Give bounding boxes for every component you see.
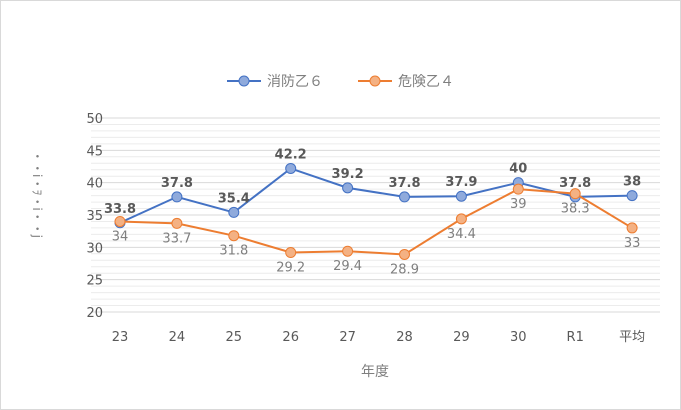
data-label: 29.2 <box>276 261 305 276</box>
data-label: 37.8 <box>559 176 591 191</box>
data-label: 35.4 <box>218 191 250 206</box>
x-tick-label: 27 <box>339 330 356 345</box>
data-point <box>228 206 240 218</box>
legend-label: 危険乙４ <box>398 74 454 90</box>
data-label: 34 <box>112 229 129 244</box>
data-label: 31.8 <box>219 244 248 259</box>
data-label: 33.8 <box>104 202 136 217</box>
data-label: 38 <box>623 175 641 190</box>
y-tick-label: 30 <box>86 241 103 256</box>
data-point <box>399 248 410 260</box>
x-tick-label: 25 <box>226 330 243 345</box>
x-tick-label: 26 <box>282 330 299 345</box>
y-tick-label: 25 <box>86 274 103 289</box>
data-point <box>626 190 638 202</box>
data-label: 29.4 <box>333 259 362 274</box>
legend-marker <box>369 75 381 87</box>
x-tick-label: 平均 <box>619 330 645 345</box>
data-point <box>342 182 354 194</box>
data-label: 39.2 <box>332 167 364 182</box>
data-point <box>228 230 240 242</box>
x-tick-label: 29 <box>453 330 470 345</box>
x-tick-label: 23 <box>112 330 129 345</box>
data-point <box>399 191 410 203</box>
y-tick-label: 45 <box>86 144 103 159</box>
y-tick-label: 20 <box>86 306 103 321</box>
legend-label: 消防乙６ <box>267 74 323 90</box>
x-tick-label: R1 <box>567 330 584 345</box>
y-tick-label: 40 <box>86 177 103 192</box>
series-line-2 <box>119 188 633 256</box>
data-point <box>285 162 297 174</box>
data-point <box>171 217 183 229</box>
data-point <box>512 183 524 195</box>
data-label: 42.2 <box>275 147 307 162</box>
data-point <box>626 222 638 234</box>
data-label: 38.3 <box>561 202 590 217</box>
data-point <box>285 247 297 259</box>
data-point <box>171 191 183 203</box>
data-point <box>569 188 581 200</box>
data-label: 33.7 <box>162 231 191 246</box>
x-axis-title: 年度 <box>361 364 389 380</box>
data-label: 37.9 <box>445 175 477 190</box>
series-line-1 <box>119 167 633 224</box>
data-label: 34.4 <box>447 227 476 242</box>
data-point <box>455 190 467 202</box>
data-label: 39 <box>510 197 527 212</box>
data-label: 37.8 <box>388 176 420 191</box>
y-tick-label: 50 <box>86 112 103 127</box>
data-point <box>455 213 467 225</box>
data-label: 40 <box>509 162 527 177</box>
x-tick-label: 30 <box>510 330 527 345</box>
data-point <box>114 215 126 227</box>
data-label: 28.9 <box>390 262 419 277</box>
data-label: 33 <box>624 236 641 251</box>
x-tick-label: 24 <box>169 330 186 345</box>
y-tick-label: 35 <box>86 209 103 224</box>
data-label: 37.8 <box>161 176 193 191</box>
x-tick-label: 28 <box>396 330 413 345</box>
data-point <box>342 245 354 257</box>
y-axis-title: ・・i・ｦ・i・・j <box>30 150 44 239</box>
legend-marker <box>238 75 250 87</box>
